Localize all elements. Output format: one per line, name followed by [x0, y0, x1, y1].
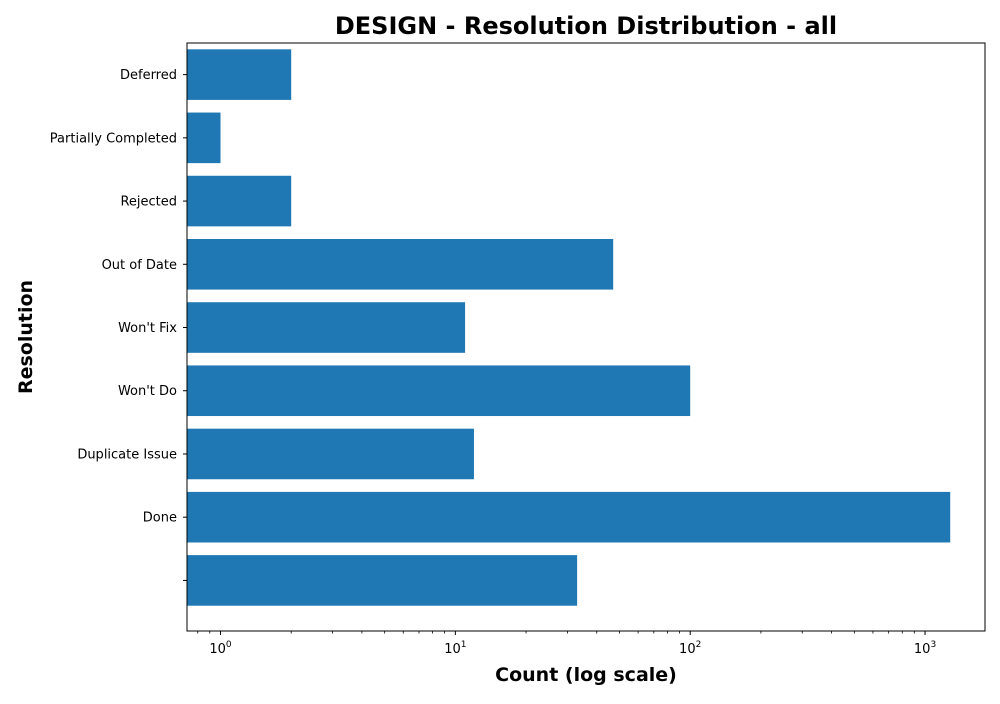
- bar: [187, 365, 691, 417]
- x-tick-label: 100: [209, 640, 232, 657]
- bar: [187, 491, 951, 543]
- y-tick-label: Out of Date: [102, 258, 177, 273]
- y-tick-label: Duplicate Issue: [77, 447, 177, 462]
- y-tick-label: Partially Completed: [50, 131, 177, 146]
- x-tick-label: 101: [444, 640, 466, 657]
- y-axis-label: Resolution: [15, 280, 37, 394]
- bar: [187, 239, 614, 290]
- chart-title: DESIGN - Resolution Distribution - all: [335, 12, 837, 40]
- y-tick-label: Won't Fix: [118, 321, 177, 336]
- x-axis: 100 101 102 103: [197, 631, 936, 657]
- bar: [187, 428, 474, 480]
- y-tick-label: Rejected: [120, 195, 177, 210]
- bar: [187, 302, 466, 353]
- y-tick-label: Won't Do: [118, 384, 177, 399]
- y-tick-label: Deferred: [120, 68, 177, 83]
- bars-group: [187, 49, 951, 606]
- y-axis: Done Duplicate Issue Won't Do Won't Fix Out …: [50, 68, 187, 581]
- bar: [187, 555, 578, 606]
- bar: [187, 175, 292, 227]
- x-axis-label: Count (log scale): [495, 664, 677, 686]
- bar: [187, 112, 221, 164]
- y-tick-label: Done: [143, 511, 177, 526]
- bar: [187, 49, 292, 100]
- x-tick-label: 102: [679, 640, 701, 657]
- plot-frame: [186, 42, 986, 632]
- x-tick-label: 103: [914, 640, 936, 657]
